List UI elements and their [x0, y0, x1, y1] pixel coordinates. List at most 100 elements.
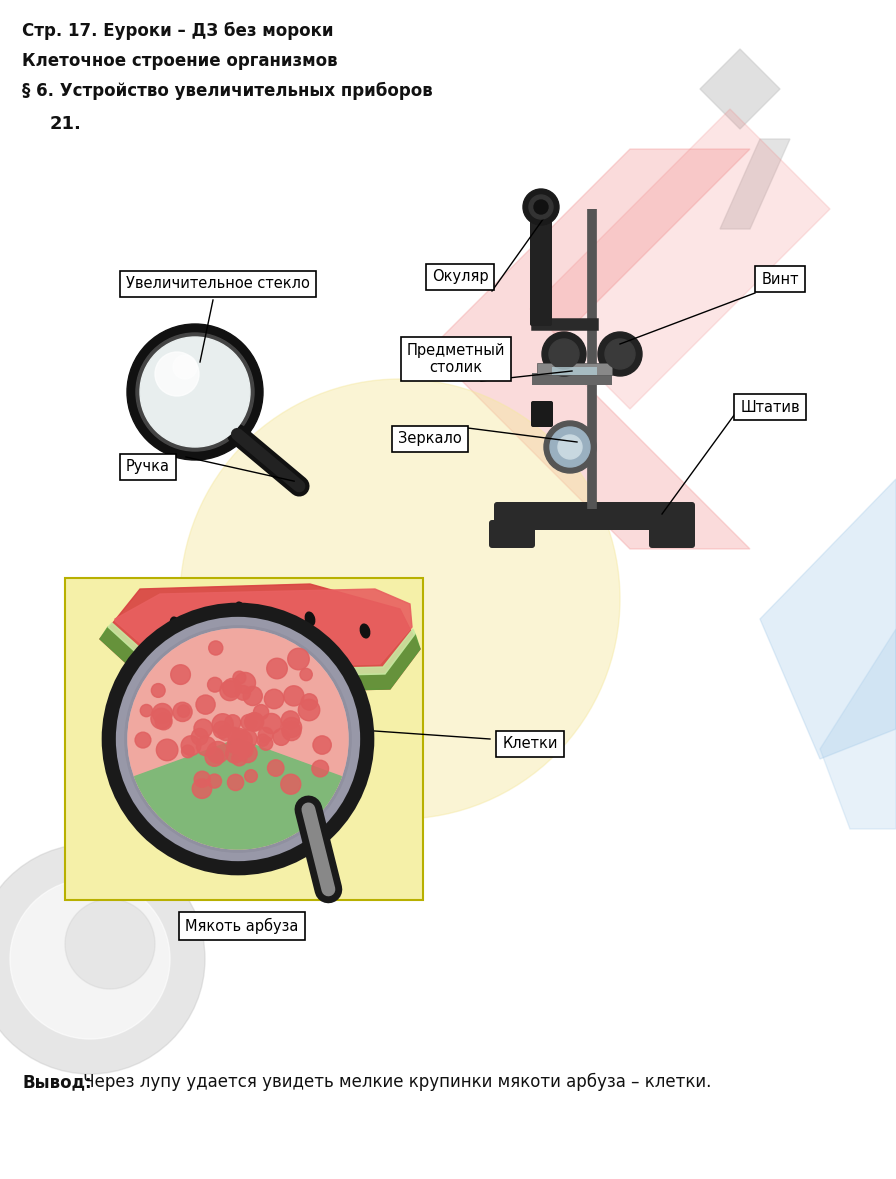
Circle shape [151, 709, 171, 729]
Wedge shape [134, 739, 341, 849]
Circle shape [246, 712, 263, 731]
Circle shape [550, 427, 590, 467]
Circle shape [235, 672, 255, 693]
Text: Клетки: Клетки [503, 737, 557, 751]
Text: Зеркало: Зеркало [398, 432, 461, 447]
Circle shape [232, 751, 247, 766]
Text: Мякоть арбуза: Мякоть арбуза [185, 918, 298, 934]
Circle shape [140, 337, 250, 447]
Circle shape [312, 760, 329, 777]
Circle shape [241, 714, 256, 730]
Circle shape [281, 711, 299, 729]
Circle shape [155, 713, 172, 730]
Circle shape [220, 680, 240, 700]
Ellipse shape [236, 602, 245, 615]
Circle shape [549, 340, 579, 369]
Circle shape [141, 705, 152, 717]
Polygon shape [430, 149, 750, 549]
Text: Ручка: Ручка [126, 460, 170, 474]
Circle shape [194, 771, 211, 788]
Circle shape [282, 722, 301, 740]
Ellipse shape [360, 624, 370, 638]
Circle shape [151, 684, 165, 697]
Circle shape [542, 332, 586, 376]
Circle shape [313, 736, 332, 755]
Text: Через лупу удается увидеть мелкие крупинки мякоти арбуза – клетки.: Через лупу удается увидеть мелкие крупин… [78, 1073, 711, 1091]
Circle shape [127, 324, 263, 460]
Circle shape [222, 678, 241, 697]
Circle shape [205, 747, 224, 766]
Polygon shape [100, 584, 420, 694]
Polygon shape [108, 623, 415, 679]
Text: 21.: 21. [50, 116, 82, 133]
Circle shape [245, 713, 263, 731]
Text: Вывод:: Вывод: [22, 1073, 91, 1091]
Circle shape [180, 378, 620, 819]
Circle shape [225, 714, 241, 731]
Circle shape [301, 693, 317, 710]
Circle shape [228, 737, 244, 751]
Circle shape [213, 722, 230, 738]
Circle shape [10, 880, 170, 1039]
Circle shape [238, 744, 257, 763]
Circle shape [236, 740, 251, 757]
Circle shape [192, 729, 208, 745]
Circle shape [233, 671, 246, 684]
Circle shape [257, 735, 269, 746]
FancyBboxPatch shape [552, 367, 597, 375]
FancyBboxPatch shape [649, 520, 695, 548]
Circle shape [267, 658, 288, 679]
Circle shape [238, 730, 257, 749]
Circle shape [155, 353, 199, 396]
Text: Клеточное строение организмов: Клеточное строение организмов [22, 52, 338, 70]
Circle shape [196, 694, 215, 714]
Circle shape [523, 189, 559, 225]
Circle shape [300, 668, 313, 680]
Circle shape [258, 727, 273, 743]
Circle shape [243, 686, 263, 705]
FancyBboxPatch shape [530, 217, 552, 327]
Circle shape [136, 332, 254, 452]
Circle shape [226, 745, 245, 763]
Circle shape [281, 718, 302, 737]
Circle shape [598, 332, 642, 376]
Circle shape [245, 770, 257, 783]
Circle shape [128, 630, 348, 849]
Circle shape [254, 705, 269, 720]
Circle shape [605, 340, 635, 369]
Polygon shape [115, 590, 412, 668]
Circle shape [182, 745, 194, 758]
Circle shape [231, 730, 253, 751]
Circle shape [218, 725, 233, 740]
FancyBboxPatch shape [65, 578, 423, 900]
Circle shape [135, 732, 151, 747]
Circle shape [529, 195, 553, 219]
Circle shape [262, 713, 281, 733]
Circle shape [173, 355, 197, 378]
Circle shape [212, 713, 233, 735]
Text: Окуляр: Окуляр [432, 270, 488, 284]
Text: Винт: Винт [762, 271, 798, 286]
Circle shape [171, 665, 191, 685]
Circle shape [173, 703, 192, 722]
Circle shape [298, 699, 320, 720]
FancyBboxPatch shape [537, 363, 612, 375]
Polygon shape [100, 627, 420, 694]
Circle shape [534, 200, 548, 215]
Circle shape [268, 759, 284, 776]
Circle shape [544, 421, 596, 473]
Circle shape [273, 729, 289, 745]
Circle shape [264, 690, 284, 709]
FancyBboxPatch shape [489, 520, 535, 548]
Polygon shape [820, 630, 896, 829]
Ellipse shape [306, 612, 314, 626]
Circle shape [209, 641, 223, 656]
FancyBboxPatch shape [494, 502, 695, 531]
Circle shape [194, 719, 212, 738]
Circle shape [177, 705, 190, 717]
Circle shape [120, 621, 356, 857]
Text: Увеличительное стекло: Увеличительное стекло [126, 277, 310, 291]
Circle shape [227, 738, 243, 753]
Circle shape [152, 704, 172, 724]
Text: Предметный
столик: Предметный столик [407, 343, 505, 375]
